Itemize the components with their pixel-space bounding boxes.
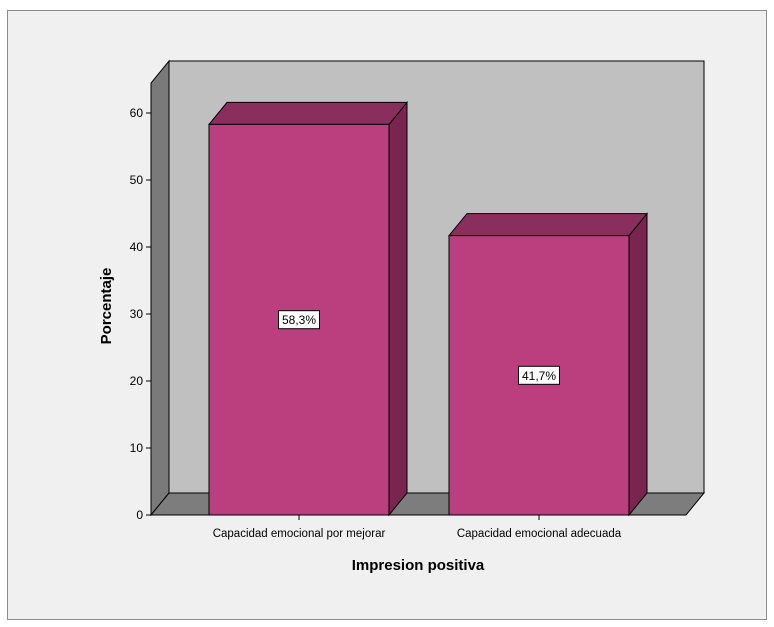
data-label-box: [518, 365, 560, 385]
data-label-box: [278, 310, 320, 330]
y-tick-label: 60: [130, 106, 144, 120]
chart-frame: 0 10 20 30 40 50 60 58,3% 41,7% Capacidad emoci…: [7, 10, 767, 620]
data-label-text: 41,7%: [522, 369, 556, 383]
y-tick-label: 30: [130, 307, 144, 321]
x-tick-label: Capacidad emocional por mejorar: [213, 528, 386, 540]
y-tick-label: 10: [130, 441, 144, 455]
y-tick-label: 0: [136, 508, 143, 522]
y-axis-label: Porcentaje: [98, 268, 115, 345]
bar-top: [207, 101, 409, 125]
data-label-text: 58,3%: [282, 313, 316, 327]
bar-top: [447, 213, 649, 237]
x-axis: Capacidad emocional por mejorar Capacidad…: [213, 515, 622, 540]
y-tick-label: 40: [130, 240, 144, 254]
y-tick-label: 20: [130, 374, 144, 388]
y-tick-label: 50: [130, 173, 144, 187]
x-axis-label: Impresion positiva: [352, 557, 485, 574]
x-tick-label: Capacidad emocional adecuada: [457, 528, 622, 540]
data-label: 58,3%: [278, 310, 320, 330]
bar-side: [388, 100, 408, 517]
y-axis: 0 10 20 30 40 50 60: [130, 83, 152, 522]
side-wall: [150, 59, 170, 517]
bar-side: [628, 212, 648, 517]
data-label: 41,7%: [518, 365, 560, 385]
bars: 58,3% 41,7%: [207, 100, 649, 517]
